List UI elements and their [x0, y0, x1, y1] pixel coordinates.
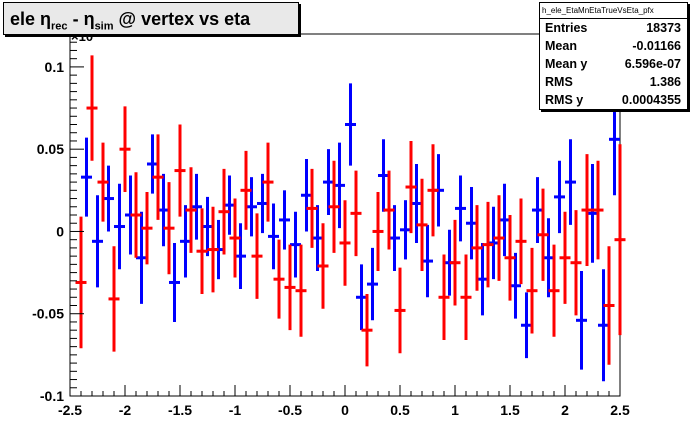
plot-title: ele ηrec - ηsim @ vertex vs eta: [3, 2, 299, 35]
stats-value: -0.01166: [632, 39, 681, 53]
x-tick-label: -2.5: [58, 402, 82, 418]
x-tick-label: -1: [229, 402, 242, 418]
stats-label: RMS y: [545, 93, 584, 107]
x-tick-label: 2: [561, 402, 569, 418]
stats-row-rms: RMS 1.386: [540, 73, 687, 91]
x-tick-label: 0: [341, 402, 349, 418]
title-eta-symbol: η: [40, 9, 52, 29]
x-axis: -2.5 -2 -1.5 -1 -0.5 0 0.5 1 1.5 2 2.5: [58, 385, 630, 418]
x-tick-label: 1.5: [500, 402, 520, 418]
stats-label: Mean: [545, 39, 577, 53]
stats-row-rms-y: RMS y 0.0004355: [540, 91, 687, 109]
stats-value: 6.596e-07: [624, 57, 681, 71]
x-tick-label: -2: [119, 402, 132, 418]
stats-row-entries: Entries 18373: [540, 19, 687, 37]
series-blue: [81, 83, 620, 382]
stats-histogram-name: h_ele_EtaMnEtaTrueVsEta_pfx: [540, 3, 687, 19]
stats-value: 0.0004355: [621, 93, 681, 107]
title-minus: -: [67, 9, 84, 29]
title-eta-symbol-2: η: [83, 9, 95, 29]
stats-label: Entries: [545, 21, 588, 35]
x-tick-label: 1: [451, 402, 459, 418]
y-tick-label: -0.05: [32, 306, 64, 322]
y-axis: -0.1 -0.05 0 0.05 0.1: [32, 33, 84, 404]
stats-box: h_ele_EtaMnEtaTrueVsEta_pfx Entries 18373…: [539, 2, 688, 110]
stats-label: Mean y: [545, 57, 588, 71]
y-tick-label: 0: [56, 223, 64, 239]
y-tick-label: 0.05: [37, 141, 64, 157]
stats-value: 18373: [646, 21, 681, 35]
x-tick-label: -0.5: [278, 402, 302, 418]
y-tick-label: 0.1: [45, 59, 65, 75]
stats-value: 1.386: [649, 75, 681, 89]
title-rec-subscript: rec: [51, 20, 68, 33]
title-prefix: ele: [10, 9, 41, 29]
x-tick-label: -1.5: [168, 402, 192, 418]
stats-row-mean: Mean -0.01166: [540, 37, 687, 55]
title-suffix: @ vertex vs eta: [113, 9, 251, 29]
stats-label: RMS: [545, 75, 573, 89]
title-sim-subscript: sim: [94, 20, 114, 33]
stats-row-mean-y: Mean y 6.596e-07: [540, 55, 687, 73]
x-tick-label: 0.5: [390, 402, 410, 418]
y-tick-label: -0.1: [40, 388, 64, 404]
x-tick-label: 2.5: [610, 402, 630, 418]
series-red: [75, 55, 626, 367]
